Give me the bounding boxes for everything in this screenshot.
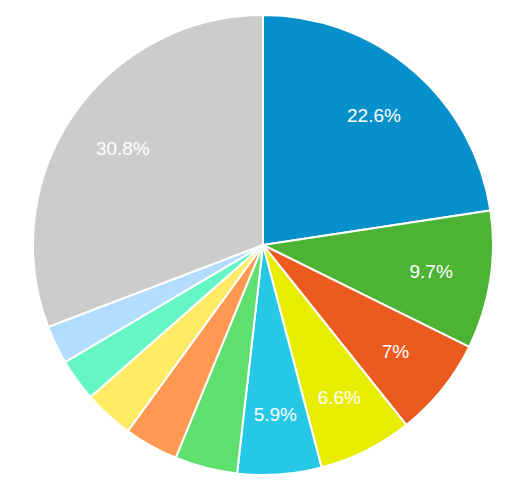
svg-text:22.6%: 22.6% <box>347 105 401 126</box>
svg-text:9.7%: 9.7% <box>410 261 453 282</box>
svg-text:6.6%: 6.6% <box>318 387 361 408</box>
svg-text:7%: 7% <box>382 341 410 362</box>
svg-text:30.8%: 30.8% <box>96 138 150 159</box>
svg-text:5.9%: 5.9% <box>254 404 297 425</box>
